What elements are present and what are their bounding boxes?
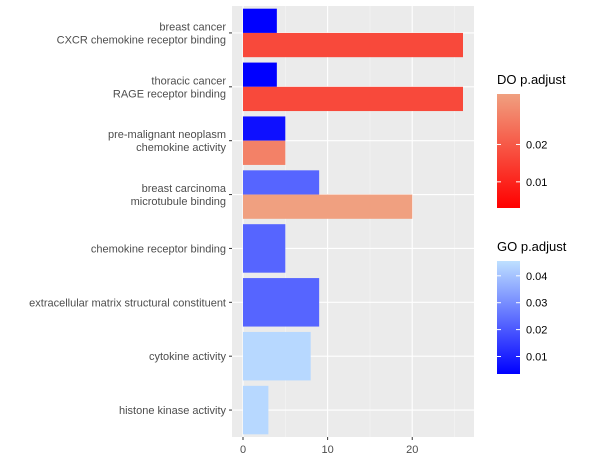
legend-tick-label: 0.04: [526, 271, 547, 283]
bar-do: [243, 194, 413, 219]
legend-tick-label: 0.02: [526, 325, 547, 337]
legend-do: DO p.adjust 0.01 0.02: [497, 72, 566, 208]
bar-go: [243, 170, 320, 195]
y-tick-label: extracellular matrix structural constitu…: [29, 297, 226, 309]
legend-tick-label: 0.03: [526, 298, 547, 310]
y-tick-label: cytokine activity: [149, 351, 227, 363]
bar-go: [243, 385, 269, 435]
colorbar: [497, 261, 520, 374]
bar-go: [243, 331, 311, 381]
x-tick-label: 10: [321, 444, 333, 456]
bar-go: [243, 116, 286, 141]
y-tick-label: microtubule binding: [131, 196, 226, 208]
bar-do: [243, 32, 463, 58]
legend-tick-label: 0.01: [526, 177, 547, 189]
y-tick-label: RAGE receptor binding: [113, 88, 226, 100]
y-tick-label: breast carcinoma: [142, 183, 227, 195]
legend-title: DO p.adjust: [497, 72, 566, 87]
y-tick-label: histone kinase activity: [119, 405, 226, 417]
y-tick-label: chemokine activity: [136, 142, 226, 154]
x-tick-label: 20: [406, 444, 418, 456]
bar-go: [243, 62, 277, 87]
bar-do: [243, 86, 463, 112]
y-tick-label: thoracic cancer: [151, 75, 226, 87]
legend-tick-label: 0.01: [526, 352, 547, 364]
y-tick-label: pre-malignant neoplasm: [108, 129, 226, 141]
bar-go: [243, 224, 286, 273]
legend-tick-label: 0.02: [526, 139, 547, 151]
bar-do: [243, 140, 286, 165]
colorbar: [497, 94, 520, 208]
y-tick-label: breast cancer: [159, 21, 226, 33]
legend-title: GO p.adjust: [497, 239, 567, 254]
legends: DO p.adjust 0.01 0.02 GO p.adjust 0.01 0.02 0.…: [497, 72, 567, 374]
bar-go: [243, 8, 277, 33]
legend-go: GO p.adjust 0.01 0.02 0.03 0.04: [497, 239, 567, 374]
y-tick-label: CXCR chemokine receptor binding: [57, 34, 226, 46]
y-tick-label: chemokine receptor binding: [91, 243, 226, 255]
x-tick-label: 0: [240, 444, 246, 456]
bars: [243, 8, 463, 435]
bar-go: [243, 278, 320, 327]
x-axis: 0 10 20: [240, 437, 418, 456]
